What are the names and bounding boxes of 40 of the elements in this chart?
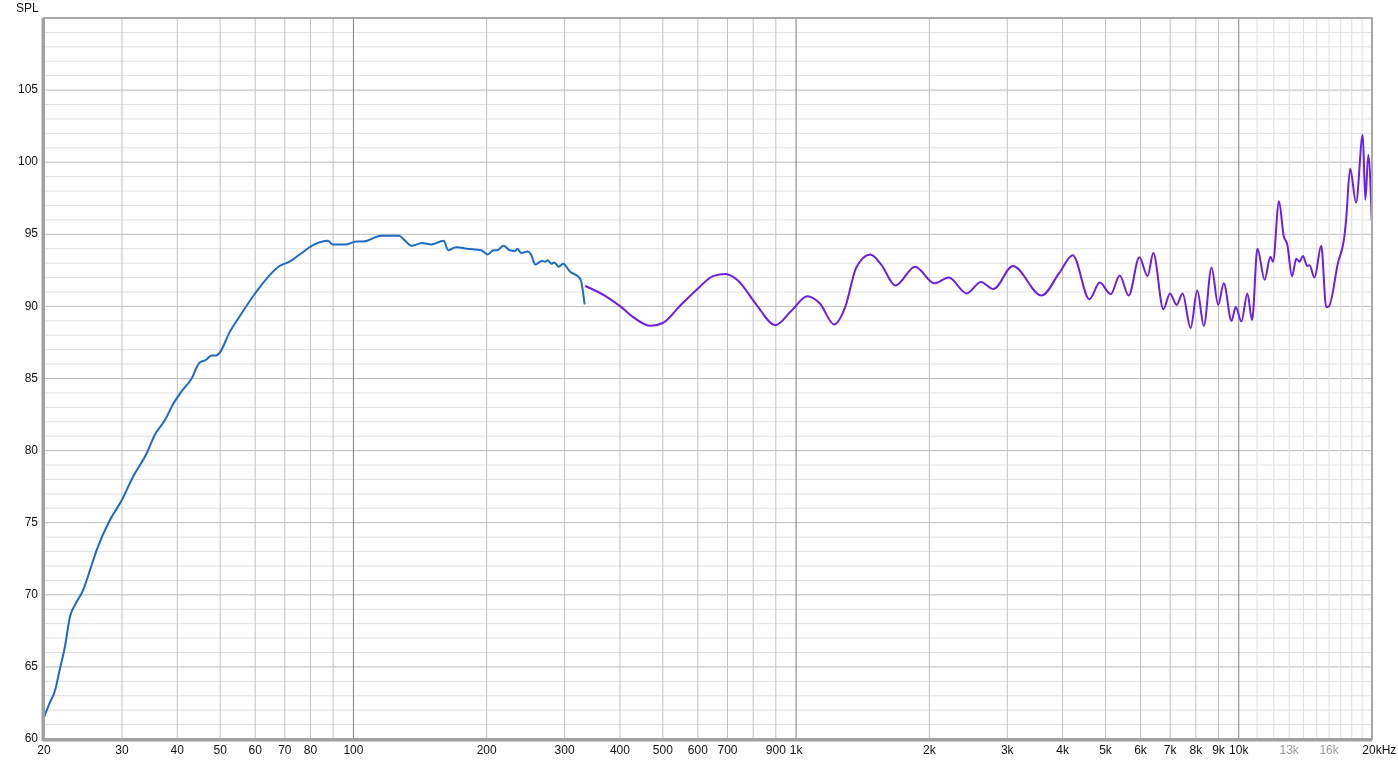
x-tick-label: 80 bbox=[303, 743, 318, 757]
x-tick-label: 4k bbox=[1056, 743, 1070, 757]
x-tick-label: 1k bbox=[789, 743, 804, 757]
x-tick-label: 3k bbox=[1000, 743, 1015, 757]
y-axis-title: SPL bbox=[16, 1, 40, 15]
x-tick-label: 8k bbox=[1189, 743, 1204, 757]
y-tick-label: 60 bbox=[24, 731, 39, 746]
x-tick-label: 5k bbox=[1099, 743, 1113, 757]
y-tick-label: 75 bbox=[24, 514, 39, 529]
x-tick-label: 2k bbox=[922, 743, 937, 757]
x-tick-label: 20k bbox=[1362, 743, 1383, 757]
x-tick-label: 30 bbox=[115, 743, 129, 757]
x-tick-label: 400 bbox=[609, 743, 631, 757]
y-tick-label: 90 bbox=[24, 298, 39, 313]
x-tick-label: 700 bbox=[717, 743, 738, 757]
x-tick-label: 900 bbox=[765, 743, 787, 757]
x-tick-label: 200 bbox=[476, 743, 497, 757]
x-tick-label: 10k bbox=[1229, 743, 1250, 757]
x-tick-label: 70 bbox=[278, 743, 292, 757]
x-tick-label: 300 bbox=[554, 743, 575, 757]
y-tick-label: 100 bbox=[17, 154, 39, 169]
y-tick-label: 65 bbox=[24, 659, 39, 674]
y-tick-label: 70 bbox=[24, 586, 39, 601]
y-tick-label: 95 bbox=[24, 226, 39, 241]
y-tick-label: 80 bbox=[24, 442, 39, 457]
y-tick-label: 85 bbox=[24, 370, 39, 385]
x-tick-label: 60 bbox=[248, 743, 263, 757]
x-tick-label: 7k bbox=[1163, 743, 1178, 757]
x-tick-label: 13k bbox=[1279, 743, 1300, 757]
x-tick-label: 16k bbox=[1319, 743, 1340, 757]
x-tick-label: 40 bbox=[170, 743, 185, 757]
y-tick-label: 105 bbox=[17, 82, 39, 97]
x-tick-label: 20 bbox=[37, 743, 51, 757]
x-tick-label: 6k bbox=[1134, 743, 1148, 757]
x-tick-label: 50 bbox=[213, 743, 228, 757]
x-tick-label: 600 bbox=[687, 743, 709, 757]
x-tick-label: 9k bbox=[1212, 743, 1226, 757]
x-axis-title: Hz bbox=[1381, 743, 1397, 757]
x-tick-label: 500 bbox=[652, 743, 674, 757]
x-tick-label: 100 bbox=[343, 743, 364, 757]
